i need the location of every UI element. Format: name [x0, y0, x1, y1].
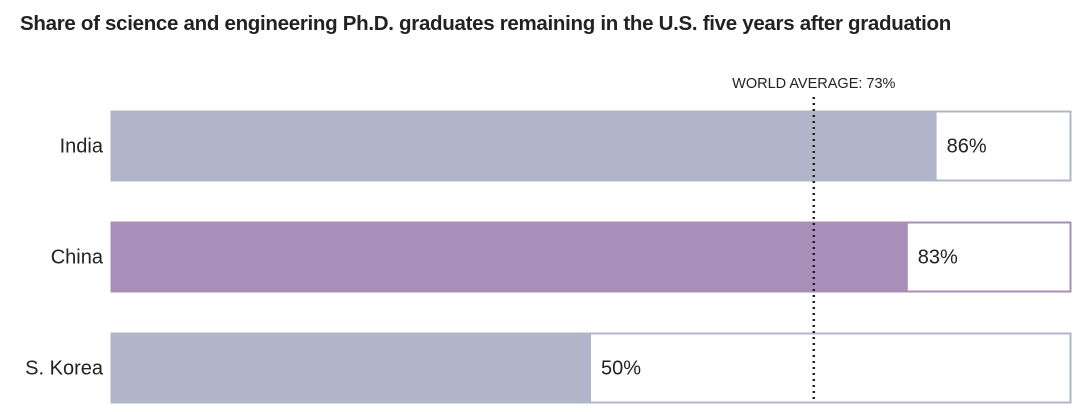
world-average-label: WORLD AVERAGE: 73% — [732, 76, 895, 92]
bar-row-s-korea: S. Korea 50% — [25, 332, 1072, 404]
category-label-china: China — [51, 246, 104, 268]
chart-title: Share of science and engineering Ph.D. g… — [20, 12, 951, 35]
category-label-india: India — [60, 135, 104, 157]
category-label-s-korea: S. Korea — [25, 357, 104, 379]
reference-line-group: WORLD AVERAGE: 73% — [732, 76, 896, 400]
value-label-s-korea: 50% — [601, 357, 641, 379]
bar-india — [111, 111, 937, 181]
bar-row-china: China 83% — [51, 221, 1072, 293]
bar-s-korea — [111, 333, 591, 403]
bar-row-india: India 86% — [60, 110, 1072, 182]
value-label-china: 83% — [918, 246, 958, 268]
bar-china — [111, 222, 908, 292]
value-label-india: 86% — [947, 135, 987, 157]
bar-rows: India 86% China 83% S. Korea 50% — [25, 110, 1072, 404]
